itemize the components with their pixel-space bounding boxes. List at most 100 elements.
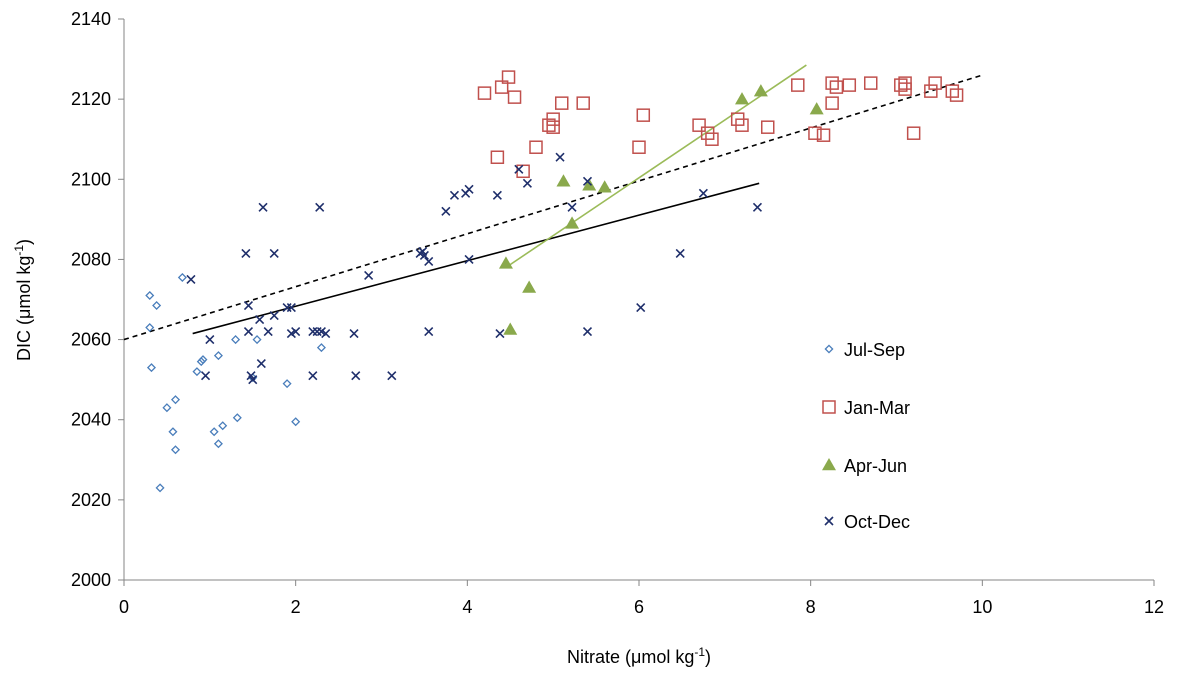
legend: Jul-Sep Jan-Mar Apr-Jun Oct-Dec — [822, 340, 910, 532]
data-point — [243, 326, 254, 337]
data-point — [582, 326, 593, 337]
data-point — [186, 274, 196, 285]
data-point — [945, 84, 960, 98]
data-point — [316, 343, 326, 353]
data-point — [312, 326, 322, 337]
series-Apr-Jun — [498, 84, 824, 335]
data-point — [243, 300, 254, 311]
data-point — [522, 178, 532, 188]
x-tick-label: 2 — [291, 597, 301, 617]
data-point — [308, 326, 318, 337]
data-point — [464, 184, 474, 194]
data-point — [752, 202, 763, 212]
data-point — [269, 248, 279, 258]
legend-marker — [824, 344, 834, 354]
data-point — [753, 84, 768, 97]
data-point — [155, 483, 165, 493]
data-point — [419, 250, 429, 260]
series-Oct-Dec — [186, 152, 763, 385]
data-point — [252, 335, 262, 345]
legend-label: Apr-Jun — [844, 456, 907, 476]
data-point — [555, 96, 569, 110]
legend-item-Oct-Dec: Oct-Dec — [824, 512, 910, 532]
y-axis-label-superscript: -1 — [12, 245, 26, 256]
data-point — [424, 256, 434, 266]
data-point — [218, 421, 228, 431]
data-point — [522, 280, 537, 293]
data-point — [498, 256, 513, 269]
y-tick-label: 2100 — [71, 169, 111, 189]
data-point — [152, 300, 162, 311]
data-point — [232, 413, 242, 423]
data-point — [516, 164, 530, 179]
data-point — [441, 206, 451, 216]
y-axis-label: DIC (μmol kg-1) — [12, 239, 34, 361]
y-tick-label: 2140 — [71, 9, 111, 29]
x-axis-label-superscript: -1 — [694, 645, 705, 659]
data-point — [168, 427, 178, 437]
data-point — [492, 190, 502, 200]
data-point — [494, 80, 509, 94]
data-point — [555, 152, 565, 162]
legend-item-Apr-Jun: Apr-Jun — [822, 456, 907, 476]
data-point — [177, 272, 187, 282]
y-tick-label: 2060 — [71, 330, 111, 350]
data-point — [200, 371, 211, 381]
data-point — [209, 427, 219, 437]
data-point — [291, 326, 301, 337]
trendlines — [123, 64, 983, 341]
data-point — [231, 335, 241, 345]
data-point — [291, 417, 301, 427]
data-point — [449, 190, 460, 200]
data-point — [582, 178, 597, 191]
data-point — [162, 403, 172, 413]
series-Jul-Sep — [145, 272, 326, 493]
data-point — [546, 120, 560, 134]
data-point — [842, 78, 857, 92]
data-point — [636, 108, 651, 122]
data-point — [924, 84, 938, 98]
data-point — [906, 126, 921, 140]
data-point — [791, 78, 805, 92]
data-point — [894, 78, 908, 92]
data-point — [692, 118, 706, 132]
y-tick-label: 2080 — [71, 249, 111, 269]
data-point — [597, 180, 612, 193]
data-point — [315, 202, 325, 212]
data-point — [949, 88, 964, 102]
axes — [123, 19, 1154, 581]
data-point — [864, 76, 878, 90]
data-point — [503, 322, 518, 335]
x-ticks: 0 2 4 6 8 10 12 — [119, 580, 1164, 617]
data-point — [816, 128, 831, 142]
x-tick-label: 12 — [1144, 597, 1164, 617]
data-point — [825, 96, 839, 110]
data-point — [556, 174, 571, 187]
legend-marker — [822, 400, 836, 414]
data-point — [735, 92, 749, 105]
data-point — [269, 310, 279, 321]
data-point — [192, 367, 202, 377]
data-point — [735, 118, 749, 132]
data-point — [632, 140, 646, 154]
data-point — [636, 302, 646, 313]
x-tick-label: 0 — [119, 597, 129, 617]
data-point — [809, 102, 824, 115]
data-point — [582, 176, 593, 186]
legend-label: Jan-Mar — [844, 398, 910, 418]
data-point — [464, 254, 474, 264]
data-point — [495, 328, 505, 339]
legend-marker — [822, 458, 836, 471]
data-point — [258, 202, 268, 212]
data-point — [490, 150, 505, 164]
data-point — [205, 335, 215, 345]
trendline-1 — [123, 74, 983, 341]
data-point — [351, 371, 361, 381]
data-point — [256, 359, 266, 369]
data-points — [145, 70, 964, 493]
data-point — [241, 248, 251, 258]
data-point — [675, 248, 685, 258]
y-tick-label: 2120 — [71, 89, 111, 109]
x-tick-label: 10 — [972, 597, 992, 617]
data-point — [387, 371, 397, 381]
